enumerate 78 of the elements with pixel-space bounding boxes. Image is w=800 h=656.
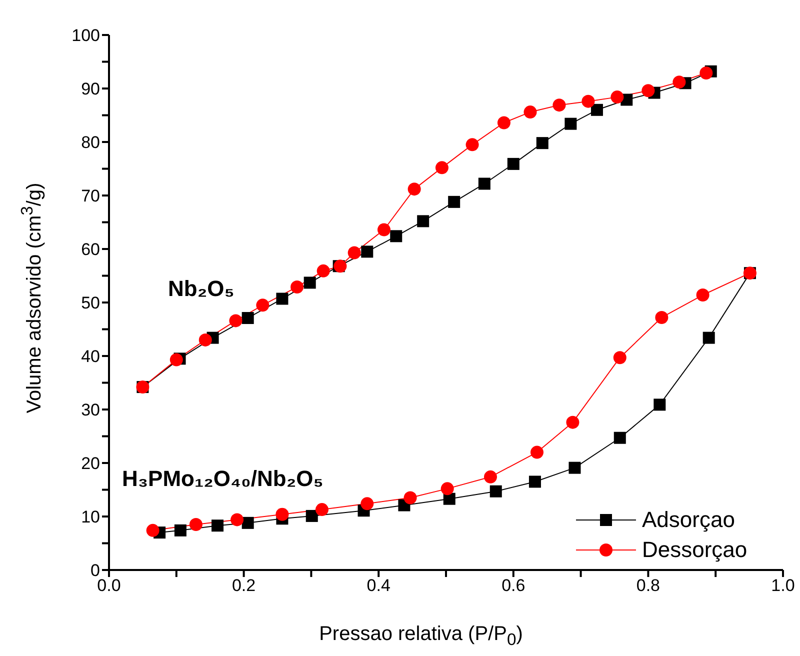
x-axis-title: Pressao relativa (P/P$_{0}$) — [318, 623, 524, 650]
y-tick-label: 90 — [81, 80, 100, 99]
point — [672, 76, 686, 89]
point — [377, 223, 390, 236]
point — [702, 332, 715, 344]
annotation: Nb₂O₅ — [168, 276, 234, 302]
point — [290, 280, 304, 294]
point — [242, 516, 254, 529]
point — [360, 497, 374, 510]
point — [524, 106, 537, 119]
point — [530, 446, 544, 459]
y-tick-label: 10 — [81, 508, 100, 527]
point — [146, 524, 160, 537]
point — [316, 264, 330, 278]
y-tick-label: 80 — [81, 133, 100, 152]
point — [276, 292, 288, 305]
point — [484, 470, 497, 484]
point — [276, 508, 289, 521]
x-tick-label: 1.0 — [771, 576, 795, 596]
x-tick-label: 0.4 — [366, 576, 390, 596]
y-tick-label: 20 — [81, 454, 100, 474]
point — [448, 196, 460, 208]
point — [174, 524, 186, 536]
point — [655, 310, 668, 324]
point — [417, 215, 430, 228]
point — [528, 476, 541, 488]
point — [552, 98, 566, 112]
point — [590, 104, 603, 116]
point — [306, 510, 318, 522]
y-tick-label: 40 — [81, 347, 100, 366]
legend-label: Dessorçao — [642, 537, 748, 563]
x-tick-label: 0.8 — [636, 576, 660, 596]
point — [613, 351, 626, 364]
y-tick-label: 30 — [81, 400, 100, 420]
point — [610, 90, 624, 104]
point — [230, 513, 244, 526]
point — [478, 178, 490, 190]
point — [614, 432, 626, 444]
point — [242, 312, 254, 324]
point — [390, 230, 402, 242]
point — [568, 462, 581, 474]
point — [466, 138, 479, 152]
point — [435, 161, 448, 174]
point — [348, 246, 361, 260]
point — [256, 298, 270, 312]
point — [700, 66, 713, 80]
point — [490, 485, 502, 498]
y-tick-label: 100 — [72, 26, 100, 46]
point — [315, 503, 328, 516]
x-tick-label: 0.0 — [97, 576, 121, 596]
point — [198, 333, 212, 346]
point — [536, 137, 548, 150]
y-tick-label: 70 — [81, 186, 100, 206]
point — [404, 491, 417, 504]
y-tick-label: 0 — [90, 561, 100, 580]
point — [566, 416, 580, 429]
point — [582, 94, 595, 108]
y-tick-label: 50 — [81, 294, 100, 313]
legend-label: Adsorçao — [642, 507, 735, 533]
point — [408, 182, 421, 196]
point — [696, 288, 710, 302]
point — [212, 520, 224, 532]
point — [564, 118, 577, 130]
y-tick-label: 60 — [81, 240, 100, 260]
point — [170, 353, 183, 366]
x-tick-label: 0.6 — [502, 576, 526, 596]
point — [189, 518, 202, 532]
point — [443, 492, 456, 505]
point — [440, 482, 454, 496]
x-tick-label: 0.2 — [232, 576, 256, 596]
point — [507, 158, 520, 170]
point — [229, 314, 242, 328]
point — [642, 84, 655, 98]
annotation: H₃PMo₁₂O₄₀/Nb₂O₅ — [122, 466, 324, 492]
point — [304, 276, 316, 289]
point — [654, 398, 666, 411]
point — [361, 246, 374, 258]
point — [497, 116, 510, 130]
